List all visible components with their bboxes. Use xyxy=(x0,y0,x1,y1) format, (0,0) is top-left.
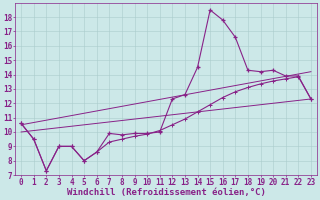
X-axis label: Windchill (Refroidissement éolien,°C): Windchill (Refroidissement éolien,°C) xyxy=(67,188,266,197)
